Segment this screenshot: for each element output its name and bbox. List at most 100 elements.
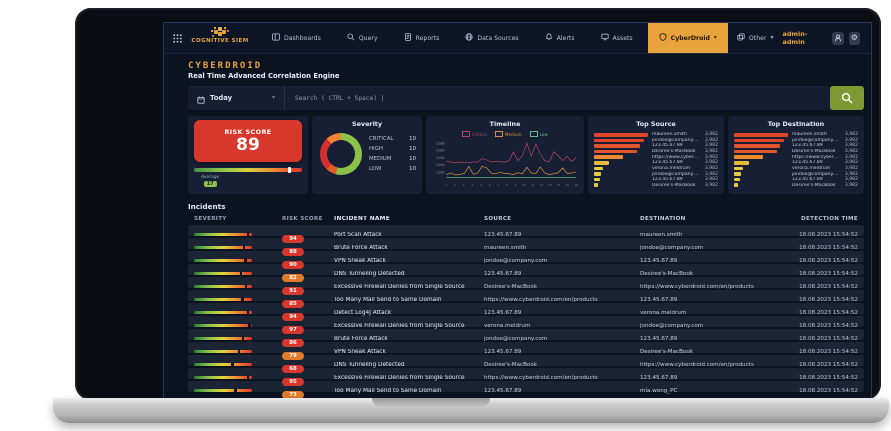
nav-item-query[interactable]: Query [338,33,387,43]
table-row[interactable]: 79 VPN Sneak Attack 123.45.67.89 Desiree… [188,342,864,360]
timeline-panel: Timeline Critical Medium Low 5,000 4,000 3,0… [426,116,584,194]
user-profile-button[interactable] [832,31,844,45]
svg-text:1,000: 1,000 [436,170,444,174]
risk-score-badge: 88 [282,248,304,256]
timeline-legend-item: Critical [462,131,487,137]
app-grid-icon[interactable] [173,33,182,43]
table-row[interactable]: 90 VPN Sneak Attack jondoe@company.com 1… [188,251,864,269]
settings-gear-button[interactable]: ⚙ [848,31,861,45]
top-destination-title: Top Destination [767,120,825,128]
nav-item-data-sources[interactable]: Data Sources [456,33,527,43]
top-source-panel: Top Source maureen.smith 3,982 jondoe@comp… [588,116,724,194]
svg-text:7: 7 [497,183,499,187]
top-destination-panel: Top Destination maureen.smith 3,982 jondoe… [728,116,864,194]
risk-score-badge: 68 [282,365,304,373]
table-row[interactable]: 85 Too Many Mail Send to Same Domain htt… [188,290,864,308]
bar-row: maureen.smith 3,982 [594,132,718,138]
incident-destination: https://www.cyberdroid.com/en/products [640,361,754,368]
svg-text:4: 4 [472,183,474,187]
incident-source: https://www.cyberdroid.com/en/products [484,374,598,381]
bar-row: maureen.smith 3,982 [734,132,858,138]
col-risk-score: RISK SCORE [282,216,323,222]
svg-text:1: 1 [446,183,448,187]
shield-icon [659,33,667,43]
table-row[interactable]: 73 Too Many Mail Send to Same Domain 123… [188,381,864,399]
incident-time: 18.08.2023 15:54:52 [799,348,858,355]
alerts-icon [545,33,553,43]
incident-source: 123.45.67.89 [484,348,522,355]
search-button[interactable] [830,86,864,110]
logo[interactable]: COGNITIVE SIEM [191,32,249,44]
incident-time: 18.08.2023 15:54:52 [799,309,858,316]
col-source: SOURCE [484,216,512,222]
tab-other[interactable]: Other ▾ [728,23,783,53]
incident-source: Desiree's-MacBook [484,361,537,368]
incident-destination: 123.45.67.89 [640,257,678,264]
average-label: Average [201,175,220,180]
bar-row: verona.meldrum 3,982 [594,166,718,172]
incident-name: DNS Tunneling Detected [334,361,405,368]
incident-name: Brute Force Attack [334,335,388,342]
dashboards-icon [272,33,280,43]
svg-text:3: 3 [463,183,465,187]
incident-time: 18.08.2023 15:54:52 [799,361,858,368]
table-row[interactable]: 94 Port Scan Attack 123.45.67.89 maureen… [188,225,864,243]
severity-legend-item: MEDIUM 10 [369,156,416,162]
assets-icon [600,33,609,43]
nav-item-dashboards[interactable]: Dashboards [263,33,330,43]
date-range-picker[interactable]: Today ▾ [188,86,285,110]
timeline-legend-item: Low [529,131,548,137]
incident-name: Too Many Mail Send to Same Domain [334,387,442,394]
incident-name: VPN Sneak Attack [334,257,386,264]
table-row[interactable]: 91 Excessive Firewall Denies from Single… [188,277,864,295]
incidents-table-header: SEVERITY RISK SCORE INCIDENT NAME SOURCE… [188,216,864,222]
tab-other-label: Other [748,34,767,42]
nav-item-assets[interactable]: Assets [592,33,642,43]
incident-time: 18.08.2023 15:54:52 [799,387,858,394]
bar-row: 123.45.67.89 3,982 [734,143,858,149]
svg-text:8: 8 [506,183,508,187]
severity-bar [194,361,252,368]
incident-destination: 123.45.67.89 [640,296,678,303]
search-input[interactable] [285,86,830,110]
table-row[interactable]: 68 DNS Tunneling Detected Desiree's-MacB… [188,355,864,373]
nav-item-alerts[interactable]: Alerts [536,33,584,43]
bar-row: jondoe@company.com 3,982 [734,138,858,144]
tab-cyberdroid[interactable]: CyberDroid ▾ [647,23,728,53]
nav-item-reports[interactable]: Reports [395,33,449,43]
svg-text:5: 5 [480,183,482,187]
incident-name: DNS Tunneling Detected [334,270,405,277]
incident-name: Brute Force Attack [334,244,388,251]
calendar-icon [197,89,205,108]
incident-destination: verona.meldrum [640,309,687,316]
risk-score-label: RISK SCORE [224,128,272,136]
table-row[interactable]: 94 Detect Log4J Attack 123.45.67.89 vero… [188,303,864,321]
timeline-legend-item: Medium [494,131,522,137]
table-row[interactable]: 95 Excessive Firewall Denies from Single… [188,368,864,386]
risk-score-badge: 82 [282,274,304,282]
table-row[interactable]: 97 Excessive Firewall Denies from Single… [188,316,864,334]
severity-panel: Severity CRITICAL 10 HIGH 10 MEDIUM 10 LOW 10 [312,116,422,194]
table-row[interactable]: 86 Brute Force Attack jondoe@company.com… [188,329,864,347]
severity-bar [194,335,252,342]
bar-row: Desiree's-MacBook 3,982 [734,149,858,155]
incident-name: Port Scan Attack [334,231,382,238]
incident-source: 123.45.67.89 [484,270,522,277]
incidents-section-title: Incidents [188,202,226,211]
svg-text:10: 10 [523,183,527,187]
risk-score-panel: RISK SCORE 89 Average 17 [188,116,308,194]
table-row[interactable]: 88 Brute Force Attack maureen.smith jond… [188,238,864,256]
incident-time: 18.08.2023 15:54:52 [799,231,858,238]
table-row[interactable]: 82 DNS Tunneling Detected 123.45.67.89 D… [188,264,864,282]
laptop-base [53,398,889,423]
incident-source: jondoe@company.com [484,257,548,264]
svg-text:6: 6 [489,183,491,187]
bar-row: https://www.cyberdroid.com...3,982 [594,154,718,160]
incident-time: 18.08.2023 15:54:52 [799,335,858,342]
incident-source: verona.meldrum [484,322,531,329]
svg-text:15: 15 [566,183,570,187]
severity-legend-item: LOW 10 [369,166,416,172]
incident-time: 18.08.2023 15:54:52 [799,270,858,277]
incident-time: 18.08.2023 15:54:52 [799,257,858,264]
